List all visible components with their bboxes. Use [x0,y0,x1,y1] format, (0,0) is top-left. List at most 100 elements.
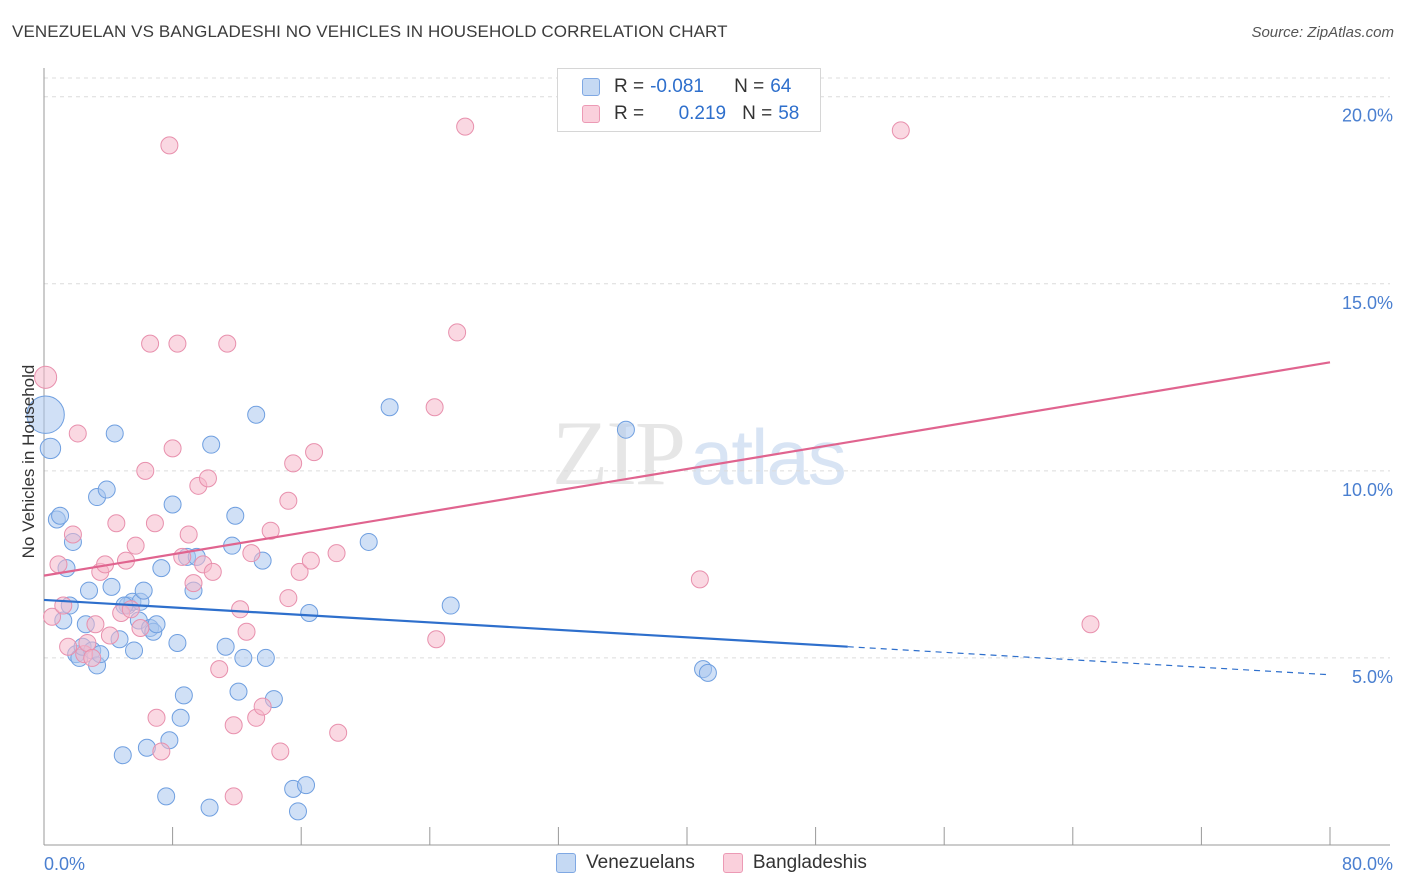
series-legend-bangladeshis[interactable]: Bangladeshis [722,852,867,874]
point-venezuelans [256,648,275,667]
point-bangladeshis [63,525,82,544]
legend-n-label: N = [734,76,765,97]
point-bangladeshis [147,708,166,727]
source-credit: Source: ZipAtlas.com [1251,24,1394,41]
point-bangladeshis [34,365,58,389]
point-bangladeshis [284,454,303,473]
point-venezuelans [147,615,166,634]
point-bangladeshis [305,443,324,462]
point-venezuelans [125,641,144,660]
legend-r-label: R = [614,103,645,124]
y-tick-label: 20.0% [1342,106,1393,126]
point-venezuelans [288,802,307,821]
series-label-bangladeshis: Bangladeshis [752,852,867,873]
legend-swatch-venezuelans [582,78,600,96]
point-venezuelans [152,559,171,578]
point-bangladeshis [203,562,222,581]
point-venezuelans [247,405,266,424]
point-venezuelans [97,480,116,499]
point-venezuelans [441,596,460,615]
x-tick-label-min: 0.0% [44,854,85,874]
point-bangladeshis [224,716,243,735]
point-bangladeshis [301,551,320,570]
point-bangladeshis [1081,615,1100,634]
point-bangladeshis [59,637,78,656]
point-venezuelans [39,437,62,460]
point-venezuelans [171,708,190,727]
point-bangladeshis [218,334,237,353]
watermark-atlas: atlas [690,413,847,501]
point-venezuelans [616,420,635,439]
legend-n-value: 58 [778,103,800,124]
point-venezuelans [380,398,399,417]
y-tick-label: 5.0% [1352,667,1393,687]
legend-row-bangladeshis: R = 0.219 N = 58 [582,102,799,126]
legend-r-label: R = [614,76,645,97]
axis-labels: 5.0% 10.0% 15.0% 20.0% 0.0% 80.0% No Vehicles … [19,106,1393,874]
y-tick-label: 15.0% [1342,293,1393,313]
y-tick-label: 10.0% [1342,480,1393,500]
point-bangladeshis [136,461,155,480]
point-bangladeshis [126,536,145,555]
point-bangladeshis [78,633,97,652]
point-bangladeshis [163,439,182,458]
point-bangladeshis [100,626,119,645]
trend-line-extension-venezuelans [847,646,1331,676]
point-bangladeshis [290,562,309,581]
point-bangladeshis [427,630,446,649]
point-bangladeshis [49,555,68,574]
point-venezuelans [698,663,717,682]
point-bangladeshis [456,117,475,136]
grid-lines [44,77,1390,659]
trend-line-bangladeshis [43,361,1331,577]
point-venezuelans [163,495,182,514]
point-bangladeshis [425,398,444,417]
point-venezuelans [80,581,99,600]
point-venezuelans [102,577,121,596]
data-points [26,117,1100,821]
point-bangladeshis [184,574,203,593]
point-venezuelans [134,581,153,600]
point-venezuelans [157,787,176,806]
point-venezuelans [168,633,187,652]
point-venezuelans [216,637,235,656]
point-venezuelans [174,686,193,705]
point-bangladeshis [271,742,290,761]
point-bangladeshis [327,544,346,563]
point-venezuelans [200,798,219,817]
legend-swatch-bangladeshis [582,105,600,123]
x-tick-label-max: 80.0% [1342,854,1393,874]
point-venezuelans [229,682,248,701]
point-venezuelans [300,604,319,623]
point-venezuelans [202,435,221,454]
point-bangladeshis [891,121,910,140]
point-bangladeshis [261,521,280,540]
point-bangladeshis [152,742,171,761]
point-bangladeshis [68,424,87,443]
point-bangladeshis [224,787,243,806]
point-venezuelans [51,506,70,525]
y-axis-title: No Vehicles in Household [19,365,38,559]
legend-n-label: N = [742,103,773,124]
series-legend-venezuelans[interactable]: Venezuelans [556,852,695,874]
point-bangladeshis [141,334,160,353]
point-bangladeshis [279,589,298,608]
point-bangladeshis [54,596,73,615]
series-swatch-bangladeshis [722,853,743,873]
point-bangladeshis [83,648,102,667]
point-bangladeshis [690,570,709,589]
point-bangladeshis [121,600,140,619]
correlation-legend: R = -0.081 N = 64 R = 0.219 N = 58 [557,68,821,132]
trend-line-venezuelans [43,598,848,648]
point-bangladeshis [131,618,150,637]
point-bangladeshis [279,491,298,510]
axes [43,68,1390,846]
point-bangladeshis [168,334,187,353]
series-swatch-venezuelans [556,853,576,873]
point-bangladeshis [160,136,179,155]
point-venezuelans [359,532,378,551]
point-venezuelans [226,506,245,525]
point-venezuelans [234,648,253,667]
legend-row-venezuelans: R = -0.081 N = 64 [582,75,791,99]
